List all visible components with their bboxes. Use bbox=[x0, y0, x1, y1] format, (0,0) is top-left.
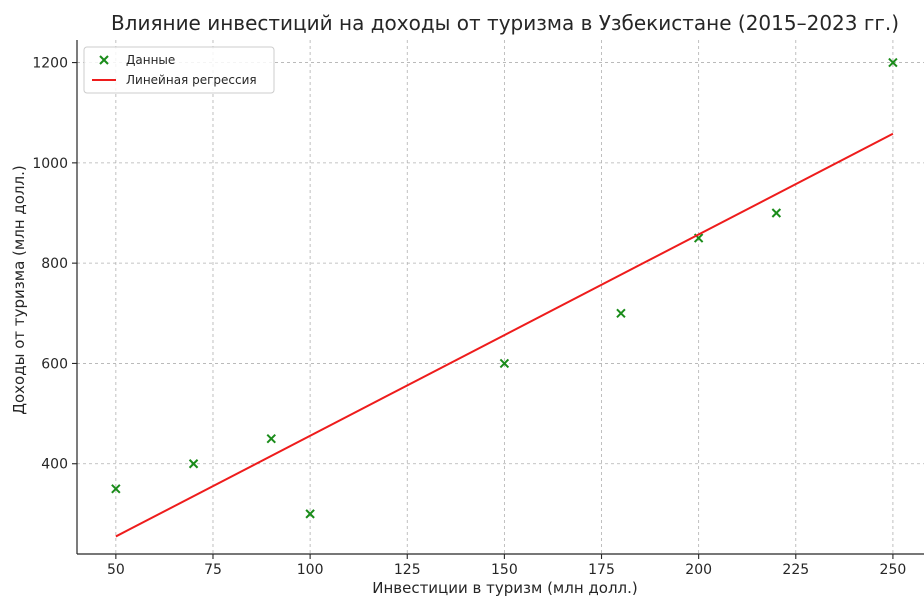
data-point bbox=[266, 433, 276, 444]
data-point-stroke bbox=[771, 208, 782, 218]
x-tick-label: 225 bbox=[782, 562, 809, 578]
y-tick-label: 400 bbox=[41, 457, 68, 473]
data-point bbox=[111, 484, 121, 494]
y-tick-label: 1200 bbox=[32, 56, 68, 72]
data-point-stroke bbox=[266, 433, 276, 444]
x-tick-label: 200 bbox=[685, 562, 712, 578]
data-point bbox=[888, 57, 898, 68]
x-tick-label: 100 bbox=[297, 562, 324, 578]
legend-label: Линейная регрессия bbox=[126, 73, 257, 87]
x-tick-label: 125 bbox=[394, 562, 421, 578]
regression-line bbox=[115, 132, 894, 538]
legend-box bbox=[83, 46, 275, 94]
data-point-stroke bbox=[693, 233, 704, 243]
data-point bbox=[771, 208, 782, 218]
data-point bbox=[499, 358, 510, 369]
grid-layer bbox=[77, 40, 924, 554]
chart-title: Влияние инвестиций на доходы от туризма … bbox=[111, 11, 899, 35]
data-point bbox=[188, 459, 199, 469]
data-point-stroke bbox=[888, 57, 898, 68]
x-axis-label: Инвестиции в туризм (млн долл.) bbox=[372, 579, 638, 597]
y-tick-label: 800 bbox=[41, 256, 68, 272]
data-point-stroke bbox=[188, 459, 199, 469]
data-point bbox=[616, 308, 626, 319]
x-tick-label: 250 bbox=[880, 562, 907, 578]
x-tick-label: 175 bbox=[588, 562, 615, 578]
series-layer bbox=[111, 57, 898, 538]
data-point bbox=[305, 509, 315, 519]
x-tick-label: 75 bbox=[204, 562, 222, 578]
legend-marker-key bbox=[99, 55, 109, 65]
legend: Данные Линейная регрессия bbox=[83, 46, 275, 94]
y-axis-label: Доходы от туризма (млн долл.) bbox=[10, 165, 28, 414]
x-tick-label: 50 bbox=[107, 562, 125, 578]
legend-label: Данные bbox=[126, 53, 175, 67]
data-point-stroke bbox=[305, 509, 315, 519]
x-tick-label: 150 bbox=[491, 562, 518, 578]
data-point-stroke bbox=[111, 484, 121, 494]
data-point-stroke bbox=[616, 308, 626, 319]
data-point-stroke bbox=[499, 358, 510, 369]
legend-marker-stroke bbox=[99, 55, 109, 65]
y-tick-label: 600 bbox=[41, 356, 68, 372]
axes-layer: 50 75 100 125 150 175 200 225 250 400 600 800 1000 12… bbox=[32, 40, 924, 578]
y-tick-label: 1000 bbox=[32, 156, 68, 172]
